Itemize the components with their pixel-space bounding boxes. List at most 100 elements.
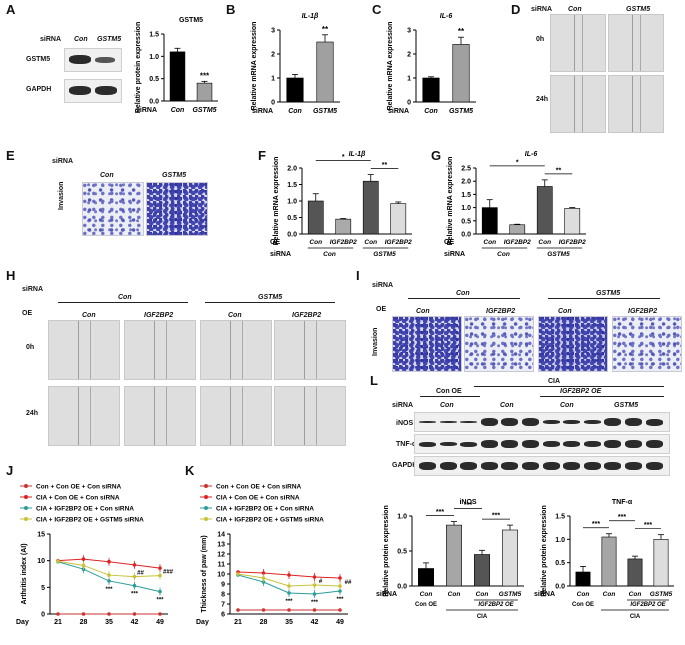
l-blot-label-inos: iNOS xyxy=(396,420,414,427)
panel-label-f: F xyxy=(258,148,266,163)
x-tick-label: Con xyxy=(476,591,489,598)
data-point xyxy=(261,571,266,575)
wound-image xyxy=(274,386,346,446)
significance-mark: ### xyxy=(163,570,174,576)
blot-band xyxy=(460,462,478,470)
blot-band xyxy=(542,441,560,447)
l-header-con-oe: Con OE xyxy=(436,388,462,395)
group-label: GSTM5 xyxy=(373,251,396,258)
wound-image xyxy=(200,386,272,446)
h-group-line xyxy=(58,302,188,303)
data-point xyxy=(287,608,291,612)
bar xyxy=(169,51,186,102)
x-tick-label: Con xyxy=(483,239,496,246)
data-point xyxy=(107,612,111,616)
l-blot-label-gapdh: GAPDH xyxy=(392,462,418,469)
bar xyxy=(509,224,526,235)
blot-band xyxy=(583,441,601,447)
data-point xyxy=(338,589,342,593)
data-point xyxy=(312,592,317,596)
legend-label: CIA + IGF2BP2 OE + Con siRNA xyxy=(36,506,134,513)
bar xyxy=(536,186,553,235)
bar xyxy=(196,82,213,102)
significance-mark: *** xyxy=(156,598,164,604)
bar xyxy=(575,571,591,587)
significance-mark: # xyxy=(319,579,323,585)
y-tick-label: 0 xyxy=(271,100,275,107)
chart-l-inos: 0.0 0.5 1.0 Relative protein expression iNOS… xyxy=(376,499,524,620)
l-sirna-label: siRNA xyxy=(392,402,414,409)
legend-label: Con + Con OE + Con siRNA xyxy=(216,484,302,491)
y-tick-label: 8 xyxy=(221,592,225,599)
a-blot-gapdh xyxy=(64,79,122,103)
panel-label-k: K xyxy=(185,463,195,478)
data-point xyxy=(107,559,111,564)
l-blot-label-tnfa: TNF-α xyxy=(396,441,417,448)
blot-band xyxy=(563,420,581,424)
blot-band xyxy=(604,418,622,426)
y-tick-label: 3 xyxy=(271,28,275,35)
significance-mark: *** xyxy=(131,592,139,598)
data-point xyxy=(81,557,86,561)
significance-mark: ** xyxy=(322,25,329,34)
sirna-row-label: siRNA xyxy=(270,251,291,258)
y-axis-label: Arthritis index (AI) xyxy=(21,543,28,604)
y-tick-label: 1.0 xyxy=(397,514,407,521)
legend-label: CIA + IGF2BP2 OE + Con siRNA xyxy=(216,506,314,513)
y-tick-label: 10 xyxy=(217,572,225,579)
data-point xyxy=(312,583,317,587)
bar xyxy=(335,218,352,235)
y-axis-label: Relative protein expression xyxy=(383,505,390,596)
x-tick-label: IGF2BP2 xyxy=(385,239,412,246)
blot-band xyxy=(645,440,663,448)
y-tick-label: 0.5 xyxy=(555,560,565,567)
y-axis-label: Relative protein expression xyxy=(135,22,142,113)
blot-band xyxy=(419,421,436,423)
a-blot-label-gapdh: GAPDH xyxy=(26,86,52,93)
panel-label-d: D xyxy=(511,2,521,17)
i-group-line xyxy=(548,298,660,299)
y-tick-label: 11 xyxy=(218,562,226,569)
significance-mark: * xyxy=(516,159,519,166)
y-tick-label: 2.0 xyxy=(287,166,297,173)
group-label: CIA xyxy=(477,614,488,620)
data-point xyxy=(158,573,162,578)
i-col-con-2: Con xyxy=(558,308,572,315)
significance-mark: ## xyxy=(345,580,352,586)
invasion-image xyxy=(82,182,144,236)
y-tick-label: 1.0 xyxy=(287,199,297,206)
blot-band xyxy=(563,441,581,447)
y-tick-label: 0 xyxy=(407,100,411,107)
a-blot-label-gstm5: GSTM5 xyxy=(26,56,51,63)
l-blot-gapdh xyxy=(414,456,670,476)
sirna-row-label: siRNA xyxy=(388,108,409,115)
i-oe-label: OE xyxy=(376,306,387,313)
l-blot-inos xyxy=(414,412,670,432)
l-igf-oe-line xyxy=(540,396,664,397)
significance-mark: *** xyxy=(311,600,319,606)
h-row-24h: 24h xyxy=(26,410,39,417)
data-point xyxy=(338,608,342,612)
y-tick-label: 0.0 xyxy=(149,99,159,106)
data-point xyxy=(236,572,240,576)
i-group-con: Con xyxy=(456,290,470,297)
legend-label: CIA + Con OE + Con siRNA xyxy=(36,495,120,502)
legend-marker xyxy=(24,517,28,521)
y-tick-label: 1.5 xyxy=(287,182,297,189)
h-group-line xyxy=(205,302,335,303)
y-tick-label: 1.5 xyxy=(149,32,159,39)
chart-title: IL-6 xyxy=(525,151,538,158)
blot-band xyxy=(69,86,91,95)
blot-band xyxy=(645,462,663,470)
bar xyxy=(452,44,470,103)
group-label: Con OE xyxy=(415,602,437,608)
legend-marker xyxy=(24,506,28,510)
panel-label-c: C xyxy=(372,2,382,17)
oe-row-label: OE xyxy=(270,239,280,246)
data-point xyxy=(338,584,342,588)
x-tick-label: Con xyxy=(171,107,185,114)
h-group-con: Con xyxy=(118,294,132,301)
x-tick-label: 42 xyxy=(131,619,139,626)
chart-title: iNOS xyxy=(459,499,476,506)
l-con-oe-line xyxy=(420,396,480,397)
